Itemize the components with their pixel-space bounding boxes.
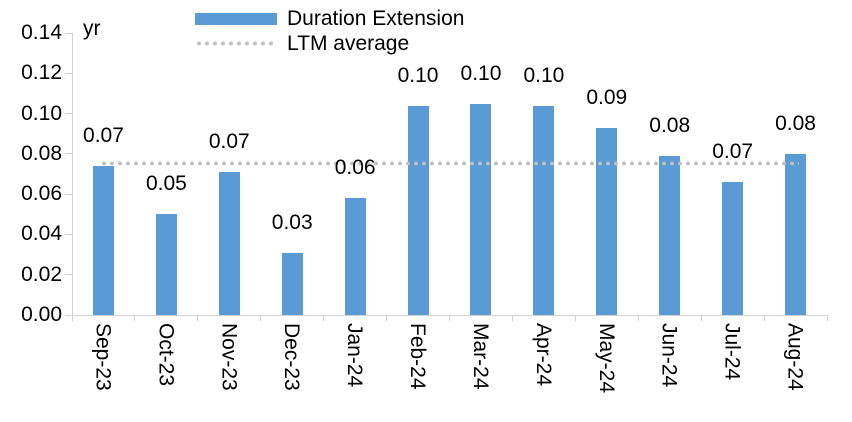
y-axis-line — [72, 33, 73, 315]
x-axis-label: Nov-23 — [217, 323, 241, 391]
bar — [533, 106, 555, 315]
bar — [470, 104, 492, 315]
legend-label-duration-extension: Duration Extension — [287, 7, 465, 30]
bar-value-label: 0.10 — [523, 64, 565, 87]
bar — [785, 154, 807, 315]
y-tick — [65, 32, 72, 34]
y-axis-label: 0.04 — [21, 222, 62, 246]
y-tick — [65, 72, 72, 74]
legend-dotted-line-swatch-icon — [195, 41, 277, 46]
bar-value-label: 0.08 — [649, 114, 691, 137]
x-tick — [386, 315, 388, 321]
x-axis-label: Apr-24 — [531, 323, 555, 387]
legend-bar-swatch-icon — [195, 13, 277, 25]
x-tick — [700, 315, 702, 321]
y-axis-label: 0.00 — [21, 303, 62, 326]
y-tick — [65, 193, 72, 195]
y-tick — [65, 153, 72, 155]
bar-value-label: 0.03 — [271, 211, 313, 234]
bar — [155, 214, 177, 315]
bar-value-label: 0.08 — [775, 112, 816, 135]
y-axis-label: 0.10 — [21, 101, 62, 125]
x-tick — [449, 315, 450, 321]
bar-value-label: 0.09 — [586, 86, 628, 109]
x-tick — [637, 315, 639, 321]
x-axis-label: Aug-24 — [783, 323, 807, 391]
bar — [659, 156, 681, 315]
bar — [596, 128, 618, 315]
y-axis-label: 0.12 — [21, 61, 62, 85]
y-axis-label: 0.14 — [21, 21, 62, 44]
bar — [407, 106, 429, 315]
x-tick — [134, 315, 136, 321]
y-axis-label: 0.06 — [21, 182, 62, 206]
bar-value-label: 0.07 — [208, 130, 250, 153]
x-axis-label: Feb-24 — [406, 323, 430, 390]
bar-value-label: 0.07 — [712, 140, 754, 163]
x-tick — [197, 315, 199, 321]
y-axis-unit-label: yr — [83, 17, 101, 40]
y-tick — [65, 233, 72, 235]
bar — [218, 172, 240, 315]
x-tick — [71, 315, 73, 321]
bar-value-label: 0.10 — [397, 64, 439, 87]
y-tick — [65, 113, 72, 115]
bar-value-label: 0.10 — [460, 62, 502, 85]
y-tick — [65, 314, 72, 316]
bar-value-label: 0.07 — [83, 124, 124, 147]
ltm-average-line — [100, 161, 799, 167]
x-axis-label: Jun-24 — [657, 323, 681, 388]
x-axis-label: Jul-24 — [720, 323, 744, 381]
x-tick — [511, 315, 513, 321]
x-axis-label: Sep-23 — [91, 323, 115, 391]
bar-value-label: 0.05 — [145, 172, 187, 195]
x-tick — [574, 315, 576, 321]
x-axis-label: May-24 — [594, 323, 618, 394]
x-axis-line — [65, 315, 827, 316]
x-tick — [826, 315, 828, 321]
x-axis-label: Oct-23 — [154, 323, 178, 387]
legend-label-ltm-average: LTM average — [287, 32, 410, 55]
y-tick — [65, 274, 72, 276]
y-axis-label: 0.08 — [21, 141, 62, 165]
bar — [722, 182, 744, 315]
bar — [344, 198, 366, 315]
x-tick — [763, 315, 765, 321]
x-axis-label: Mar-24 — [468, 323, 492, 390]
bar-value-label: 0.06 — [334, 156, 376, 179]
bar — [92, 166, 114, 315]
x-tick — [323, 315, 325, 321]
x-axis-label: Jan-24 — [343, 323, 367, 388]
x-tick — [260, 315, 262, 321]
y-axis-label: 0.02 — [21, 262, 62, 286]
x-axis-label: Dec-23 — [280, 323, 304, 391]
bar — [281, 253, 303, 315]
